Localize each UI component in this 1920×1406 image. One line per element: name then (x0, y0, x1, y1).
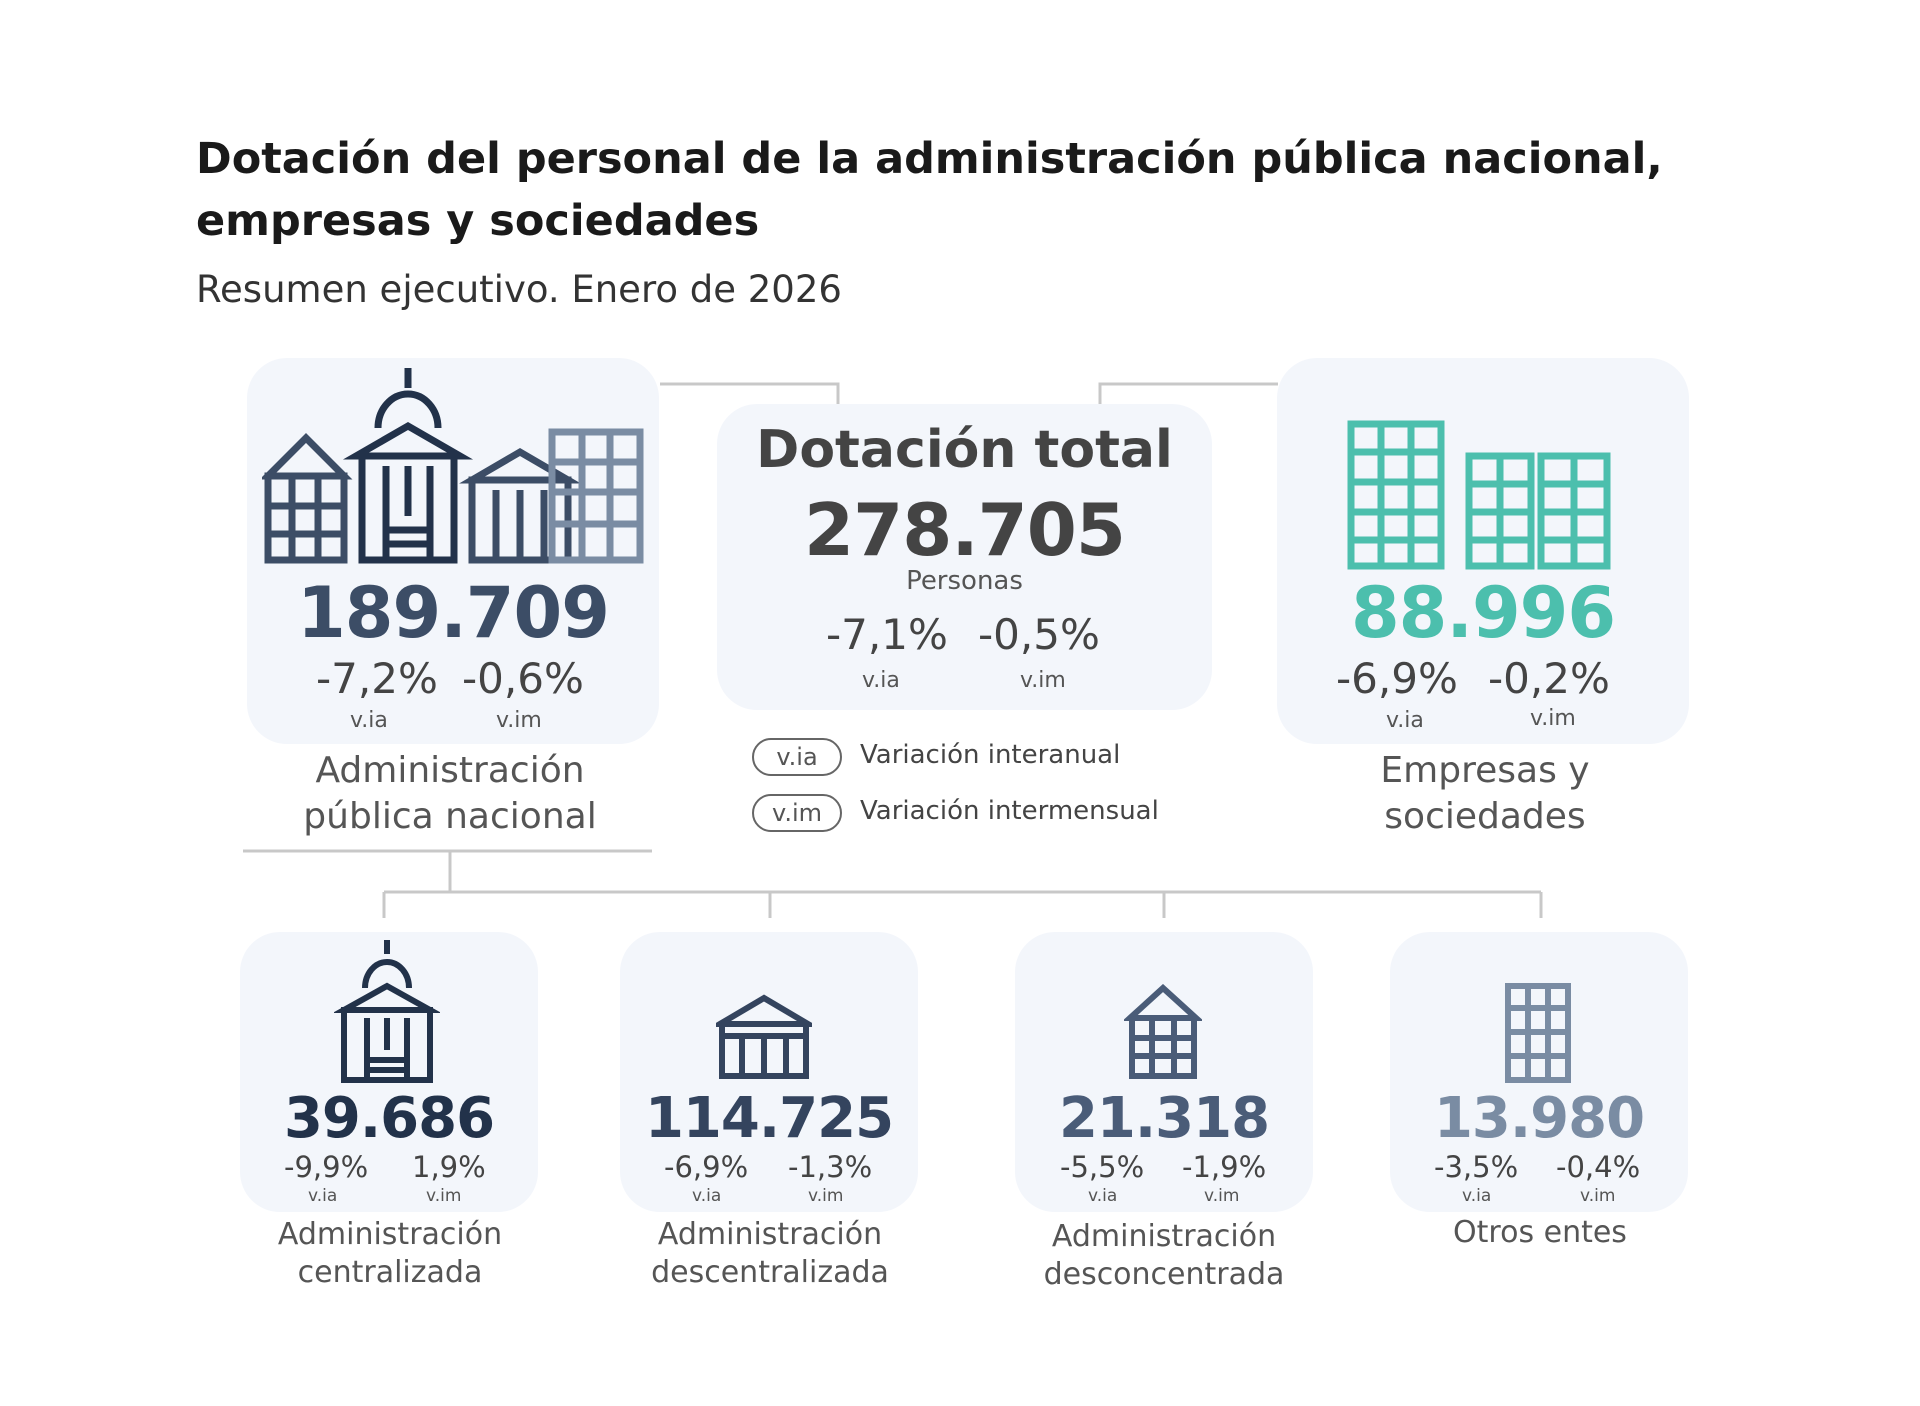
otros-entes-via-label: v.ia (1462, 1186, 1492, 1206)
total-title: Dotación total (756, 420, 1173, 480)
descentralizada-vim-label: v.im (808, 1186, 844, 1206)
otros-entes-label: Otros entes (1370, 1214, 1710, 1252)
apn-label-line-2: pública nacional (303, 796, 597, 837)
descentralizada-label-line-1: Administración (657, 1217, 883, 1252)
total-via-value: -7,1% (826, 610, 948, 659)
centralizada-label-line-2: centralizada (297, 1255, 483, 1290)
desconcentrada-vim-label: v.im (1204, 1186, 1240, 1206)
otros-entes-via-value: -3,5% (1434, 1150, 1519, 1184)
empresas-vim-label: v.im (1530, 706, 1576, 731)
legend-vim-pill: v.im (752, 794, 842, 832)
desconcentrada-label-line-2: desconcentrada (1043, 1257, 1285, 1292)
title-line-1: Dotación del personal de la administraci… (196, 134, 1663, 184)
centralizada-via-value: -9,9% (284, 1150, 369, 1184)
government-buildings-icon (262, 368, 644, 564)
desconcentrada-label: Administración desconcentrada (994, 1218, 1334, 1294)
office-buildings-icon (1347, 420, 1611, 570)
apn-vim-label: v.im (496, 708, 542, 733)
total-via-label: v.ia (862, 668, 900, 693)
descentralizada-value: 114.725 (644, 1086, 894, 1151)
total-value: 278.705 (804, 488, 1126, 572)
descentralizada-vim-value: -1,3% (788, 1150, 873, 1184)
centralizada-via-label: v.ia (308, 1186, 338, 1206)
columned-building-icon (716, 994, 812, 1079)
desconcentrada-value: 21.318 (1058, 1086, 1270, 1151)
legend-vim-text: Variación intermensual (860, 796, 1159, 826)
otros-entes-card (1390, 932, 1688, 1212)
empresas-value: 88.996 (1350, 572, 1616, 654)
tower-building-icon (1505, 983, 1571, 1083)
page-subtitle: Resumen ejecutivo. Enero de 2026 (196, 268, 842, 311)
total-vim-value: -0,5% (978, 610, 1100, 659)
empresas-card (1277, 358, 1689, 744)
empresas-label: Empresas y sociedades (1260, 748, 1710, 840)
legend-via-text: Variación interanual (860, 740, 1121, 770)
desconcentrada-label-line-1: Administración (1051, 1219, 1277, 1254)
otros-entes-label-line-1: Otros entes (1453, 1215, 1627, 1250)
total-card (717, 404, 1212, 710)
desconcentrada-via-value: -5,5% (1060, 1150, 1145, 1184)
otros-entes-vim-value: -0,4% (1556, 1150, 1641, 1184)
apn-label-line-1: Administración (315, 750, 585, 791)
page-title: Dotación del personal de la administraci… (196, 128, 1696, 252)
descentralizada-card (620, 932, 918, 1212)
house-building-icon (1124, 984, 1202, 1079)
apn-via-label: v.ia (350, 708, 388, 733)
descentralizada-label-line-2: descentralizada (651, 1255, 889, 1290)
empresas-label-line-1: Empresas y (1380, 750, 1590, 791)
descentralizada-label: Administración descentralizada (600, 1216, 940, 1292)
apn-value: 189.709 (297, 572, 610, 654)
centralizada-label-line-1: Administración (277, 1217, 503, 1252)
apn-label: Administración pública nacional (220, 748, 680, 840)
descentralizada-via-value: -6,9% (664, 1150, 749, 1184)
centralizada-vim-value: 1,9% (412, 1150, 486, 1184)
centralizada-label: Administración centralizada (220, 1216, 560, 1292)
empresas-via-value: -6,9% (1336, 654, 1458, 703)
desconcentrada-card (1015, 932, 1313, 1212)
apn-vim-value: -0,6% (462, 654, 584, 703)
legend-via-pill: v.ia (752, 738, 842, 776)
desconcentrada-vim-value: -1,9% (1182, 1150, 1267, 1184)
centralizada-value: 39.686 (283, 1086, 495, 1151)
empresas-label-line-2: sociedades (1384, 796, 1586, 837)
total-unit: Personas (906, 566, 1023, 596)
otros-entes-vim-label: v.im (1580, 1186, 1616, 1206)
domed-building-icon (334, 940, 440, 1083)
desconcentrada-via-label: v.ia (1088, 1186, 1118, 1206)
empresas-vim-value: -0,2% (1488, 654, 1610, 703)
title-line-2: empresas y sociedades (196, 196, 760, 246)
descentralizada-via-label: v.ia (692, 1186, 722, 1206)
apn-via-value: -7,2% (316, 654, 438, 703)
empresas-via-label: v.ia (1386, 708, 1424, 733)
total-vim-label: v.im (1020, 668, 1066, 693)
centralizada-vim-label: v.im (426, 1186, 462, 1206)
otros-entes-value: 13.980 (1433, 1086, 1645, 1151)
